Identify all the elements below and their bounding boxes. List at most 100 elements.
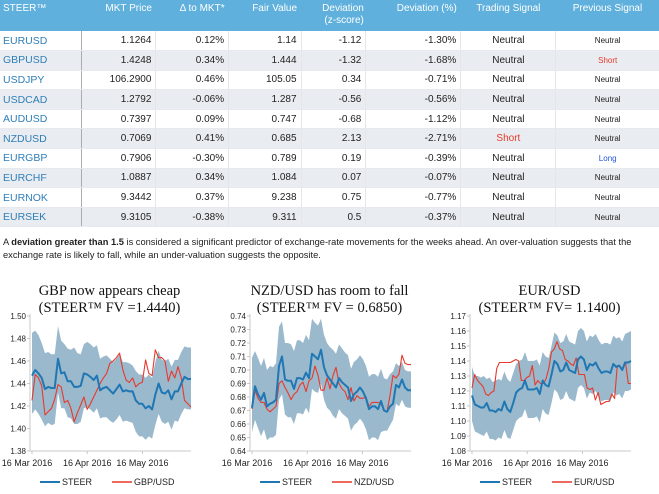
cell-previous-signal: Neutral [555,168,659,189]
header-delta-to-mkt: Δ to MKT* [155,0,229,31]
cell-mkt-price: 106.2900 [81,70,157,91]
cell-deviation-zscore: 0.19 [301,148,367,169]
header-deviation-zscore-line1: Deviation [322,3,364,14]
y-tick-label: 0.68 [230,393,246,402]
cell-deviation-pct: -1.12% [365,109,462,130]
steer-line [251,348,411,413]
table-row: EURNOK 9.3442 0.37% 9.238 0.75 -0.77% Neutral N… [0,187,659,208]
y-tick-label: 1.15 [450,342,466,351]
cell-fair-value: 1.14 [228,31,302,52]
cell-deviation-pct: -0.39% [365,148,462,169]
fair-value-band [252,318,411,441]
y-tick-label: 1.46 [10,357,26,366]
cell-deviation-zscore: 0.34 [301,70,367,91]
chart-subtitle: (STEER™ FV = 0.6850) [256,300,403,316]
cell-trading-signal: Short [460,128,557,150]
cell-previous-signal: Neutral [555,31,659,52]
legend-steer-label: STEER [502,477,533,487]
cell-mkt-price: 1.4248 [81,50,157,71]
y-tick-label: 1.14 [450,357,466,366]
chart-title-line: EUR/USD [518,283,581,299]
x-tick-label: 16 Mar 2016 [442,458,493,468]
chart-subtitle: (STEER™ FV =1.4440) [38,300,181,316]
cell-previous-signal: Neutral [555,207,659,228]
cell-delta-to-mkt: 0.34% [155,50,230,71]
table-row: USDJPY 106.2900 0.46% 105.05 0.34 -0.71% Neutr… [0,70,659,91]
x-tick-label: 16 Apr 2016 [283,458,332,468]
cell-trading-signal: Neutral [460,168,557,189]
table-row: EURUSD 1.1264 0.12% 1.14 -1.12 -1.30% Neutral N… [0,31,659,52]
cell-previous-signal: Neutral [555,128,659,150]
cell-deviation-zscore: 0.07 [301,168,367,189]
legend-steer-label: STEER [62,477,93,487]
cell-previous-signal: Long [555,148,659,169]
cell-pair: EURSEK [0,207,82,228]
fx-valuation-table: STEER™ MKT Price Δ to MKT* Fair Value De… [0,0,659,228]
table-row: AUDUSD 0.7397 0.09% 0.747 -0.68 -1.12% Neutral… [0,109,659,130]
cell-delta-to-mkt: 0.46% [155,70,230,91]
cell-deviation-pct: -1.30% [365,31,462,52]
deviation-note: A deviation greater than 1.5 is consider… [3,236,658,262]
cell-deviation-pct: -0.07% [365,168,462,189]
cell-previous-signal: Short [555,50,659,71]
cell-mkt-price: 1.1264 [81,31,157,52]
cell-trading-signal: Neutral [460,70,557,91]
legend-steer-label: STEER [282,477,313,487]
cell-fair-value: 0.747 [228,109,302,130]
header-trading-signal: Trading Signal [460,0,556,31]
cell-deviation-pct: -0.56% [365,89,462,110]
cell-delta-to-mkt: 0.09% [155,109,230,130]
cell-deviation-pct: -0.71% [365,70,462,91]
y-tick-label: 0.74 [230,312,246,321]
chart-svg: 1.38 1.40 1.42 1.44 1.46 1.48 1.50 16 Mar 2016 1… [2,312,192,487]
cell-delta-to-mkt: 0.41% [155,128,230,150]
cell-mkt-price: 9.3442 [81,187,157,208]
y-tick-label: 1.17 [450,312,466,321]
cell-deviation-pct: -1.68% [365,50,462,71]
y-tick-label: 1.16 [450,327,466,336]
cell-pair: USDCAD [0,89,82,110]
y-tick-label: 1.40 [10,425,26,434]
chart-title: GBP now appears cheap (STEER™ FV =1.4440) [0,283,219,317]
header-previous-signal: Previous Signal [555,0,659,31]
chart-svg: 1.08 1.09 1.10 1.11 1.12 1.13 1.14 1.15 1.16 1.17… [442,312,632,487]
x-tick-label: 16 Mar 2016 [2,458,53,468]
cell-mkt-price: 0.7397 [81,109,157,130]
cell-mkt-price: 1.0887 [81,168,157,189]
chart-nzdusd: 0.64 0.65 0.66 0.67 0.68 0.69 0.70 0.71 0.72 0.73… [220,283,439,494]
legend-market-label: EUR/USD [574,477,615,487]
y-tick-label: 0.72 [230,339,246,348]
cell-delta-to-mkt: -0.30% [155,148,230,169]
table-header-row: STEER™ MKT Price Δ to MKT* Fair Value De… [0,0,659,31]
header-deviation-pct: Deviation (%) [365,0,461,31]
cell-previous-signal: Neutral [555,89,659,110]
cell-mkt-price: 0.7906 [81,148,157,169]
cell-pair: NZDUSD [0,128,82,150]
y-tick-label: 0.64 [230,447,246,456]
cell-fair-value: 1.084 [228,168,302,189]
cell-pair: EURGBP [0,148,82,169]
table-row: GBPUSD 1.4248 0.34% 1.444 -1.32 -1.68% Neutral… [0,50,659,71]
y-tick-label: 1.08 [450,447,466,456]
x-tick-label: 16 Apr 2016 [63,458,112,468]
cell-trading-signal: Neutral [460,187,557,208]
steer-line [31,357,191,411]
y-tick-label: 1.13 [450,372,466,381]
cell-fair-value: 0.685 [228,128,302,150]
table-row: EURCHF 1.0887 0.34% 1.084 0.07 -0.07% Neutral N… [0,168,659,189]
cell-pair: EURCHF [0,168,82,189]
legend-market-label: NZD/USD [354,477,394,487]
y-tick-label: 1.44 [10,380,26,389]
chart-eurusd: 1.08 1.09 1.10 1.11 1.12 1.13 1.14 1.15 1.16 1.17… [440,283,659,494]
cell-deviation-pct: -2.71% [365,128,462,150]
cell-trading-signal: Neutral [460,109,557,130]
cell-trading-signal: Neutral [460,50,557,71]
chart-title-line: GBP now appears cheap [38,283,181,299]
cell-pair: EURNOK [0,187,82,208]
cell-delta-to-mkt: 0.34% [155,168,230,189]
note-suffix: is considered a significant predictor of… [3,237,632,260]
cell-trading-signal: Neutral [460,148,557,169]
cell-deviation-pct: -0.77% [365,187,462,208]
cell-deviation-zscore: -0.68 [301,109,367,130]
header-deviation-zscore-line2: (z-score) [324,15,364,26]
